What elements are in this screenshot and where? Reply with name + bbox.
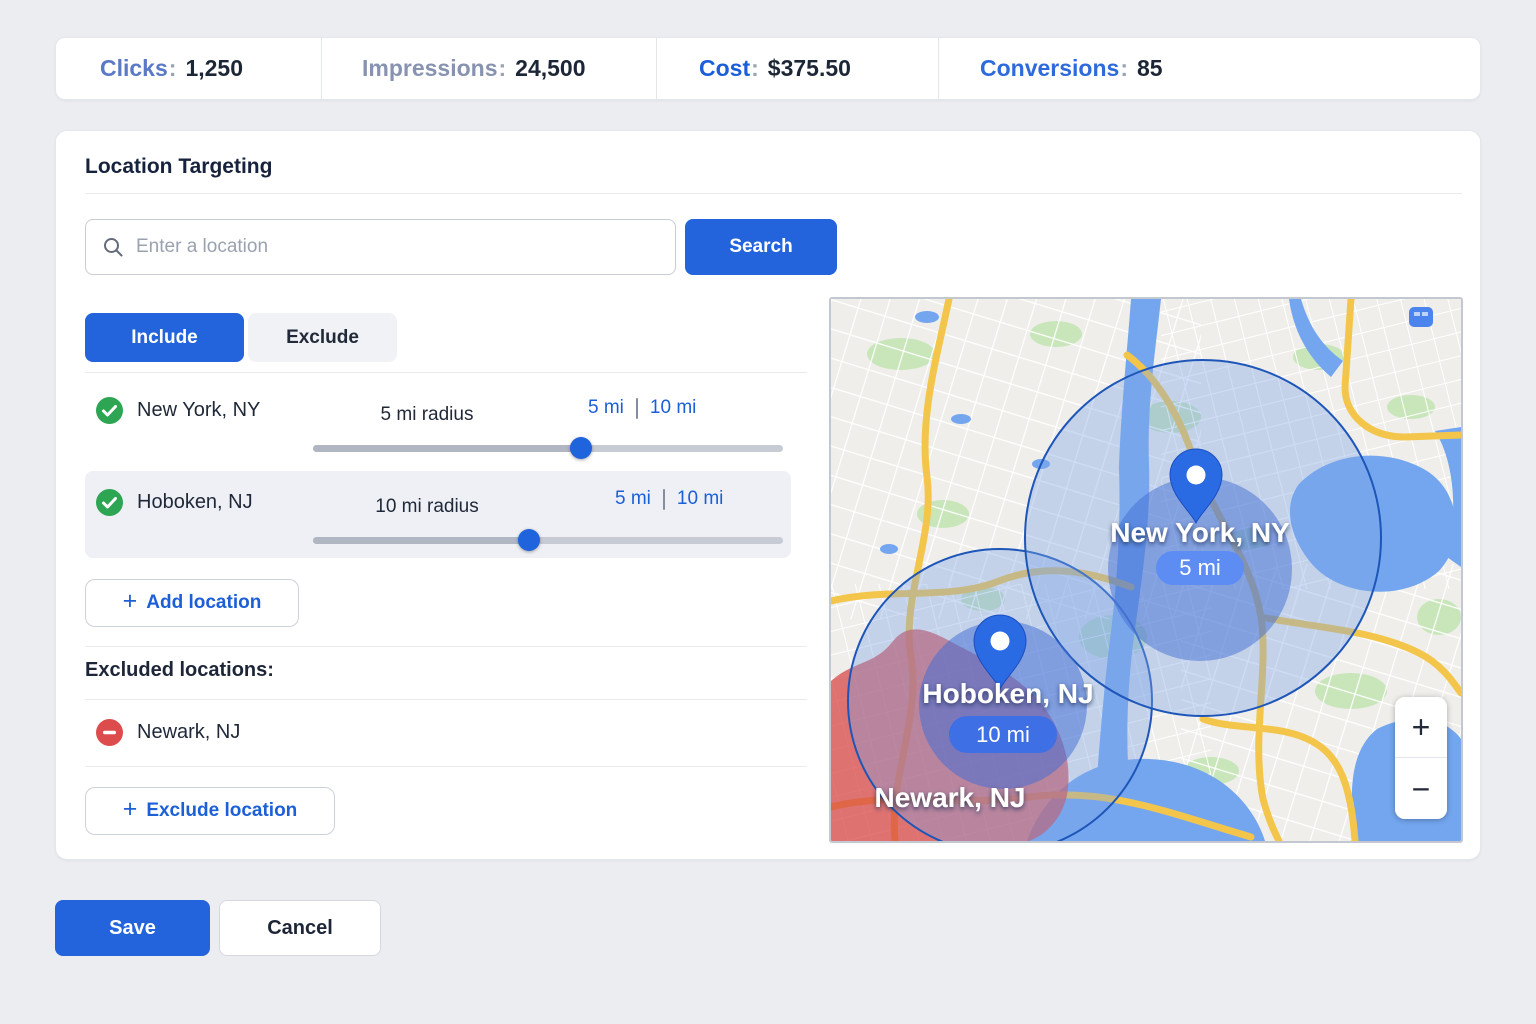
divider [85,646,807,647]
radius-slider-new-york[interactable] [313,437,783,459]
location-targeting-panel: Location Targeting Search Include Exclud… [55,130,1481,860]
divider [85,193,1462,194]
exclude-location-label: Exclude location [146,800,298,821]
stat-impressions-value: 24,500 [515,55,586,81]
stat-clicks-label: Clicks [100,55,168,81]
add-location-label: Add location [146,592,262,613]
slider-thumb[interactable] [518,529,541,551]
targeting-map[interactable]: New York, NY 5 mi Hoboken, NJ 10 mi Newa… [829,297,1463,843]
map-pin-hoboken[interactable] [973,614,1027,691]
stat-conversions-value: 85 [1137,55,1163,81]
excluded-minus-icon [96,719,123,746]
search-button[interactable]: Search [685,219,837,275]
zoom-in-button[interactable]: + [1395,697,1447,758]
slider-fill [313,537,530,544]
stat-clicks: Clicks: 1,250 [100,55,243,81]
map-badge-hoboken-label: 10 mi [976,722,1030,747]
divider [85,372,807,373]
slider-thumb[interactable] [569,437,592,459]
divider [635,397,638,419]
slider-fill [313,445,581,452]
radius-option-10mi[interactable]: 10 mi [649,397,697,418]
search-icon [104,238,123,257]
stat-impressions-label: Impressions [362,55,498,81]
map-label-hoboken: Hoboken, NJ [922,678,1093,709]
included-check-icon [96,397,123,424]
cancel-button[interactable]: Cancel [219,900,381,956]
stat-cost-label: Cost [699,55,751,81]
map-label-new-york: New York, NY [1110,517,1290,548]
save-button[interactable]: Save [55,900,210,956]
location-name: Newark, NJ [137,721,241,743]
excluded-locations-heading: Excluded locations: [85,659,274,681]
map-zoom-control: + − [1395,697,1447,819]
plus-icon [123,590,138,616]
stat-cost: Cost: $375.50 [656,38,938,99]
stat-cost-value: $375.50 [767,55,851,81]
radius-option-5mi[interactable]: 5 mi [615,488,651,509]
divider [85,699,807,700]
radius-options: 5 mi 10 mi [588,395,696,421]
location-name: New York, NY [137,399,261,421]
exclude-location-button[interactable]: Exclude location [85,787,335,835]
add-location-button[interactable]: Add location [85,579,299,627]
page-title: Location Targeting [85,155,273,178]
location-name: Hoboken, NJ [137,491,253,513]
stat-conversions: Conversions: 85 [938,38,1480,99]
map-badge-hoboken: 10 mi [949,716,1057,753]
location-search-input[interactable] [134,235,675,259]
map-badge-new-york: 5 mi [1156,551,1244,585]
map-poi-icon [1409,307,1433,327]
excluded-location-row-newark[interactable]: Newark, NJ [85,711,791,759]
included-check-icon [96,489,123,516]
divider [85,766,807,767]
plus-icon [123,798,138,824]
radius-option-5mi[interactable]: 5 mi [588,397,624,418]
radius-value-label: 5 mi radius [380,404,474,425]
stat-clicks-value: 1,250 [185,55,243,81]
included-location-row-new-york[interactable]: New York, NY 5 mi radius 5 mi 10 mi [85,376,791,468]
map-badge-new-york-label: 5 mi [1179,555,1221,580]
tab-exclude[interactable]: Exclude [248,313,397,362]
stat-impressions: Impressions: 24,500 [321,38,656,99]
divider [662,488,665,510]
stat-conversions-label: Conversions [980,55,1120,81]
radius-options: 5 mi 10 mi [615,486,723,512]
location-search-box [85,219,676,275]
slider-track[interactable] [313,537,783,544]
campaign-stats-bar: Clicks: 1,250 Impressions: 24,500 Cost: … [55,37,1481,100]
map-label-newark: Newark, NJ [875,782,1026,813]
radius-slider-hoboken[interactable] [313,529,783,551]
included-location-row-hoboken[interactable]: Hoboken, NJ 10 mi radius 5 mi 10 mi [85,471,791,558]
radius-value-label: 10 mi radius [375,496,479,517]
radius-option-10mi[interactable]: 10 mi [676,488,724,509]
tab-include[interactable]: Include [85,313,244,362]
zoom-out-button[interactable]: − [1395,758,1447,819]
map-canvas[interactable]: New York, NY 5 mi Hoboken, NJ 10 mi Newa… [831,299,1461,841]
map-pin-new-york[interactable] [1169,448,1223,525]
